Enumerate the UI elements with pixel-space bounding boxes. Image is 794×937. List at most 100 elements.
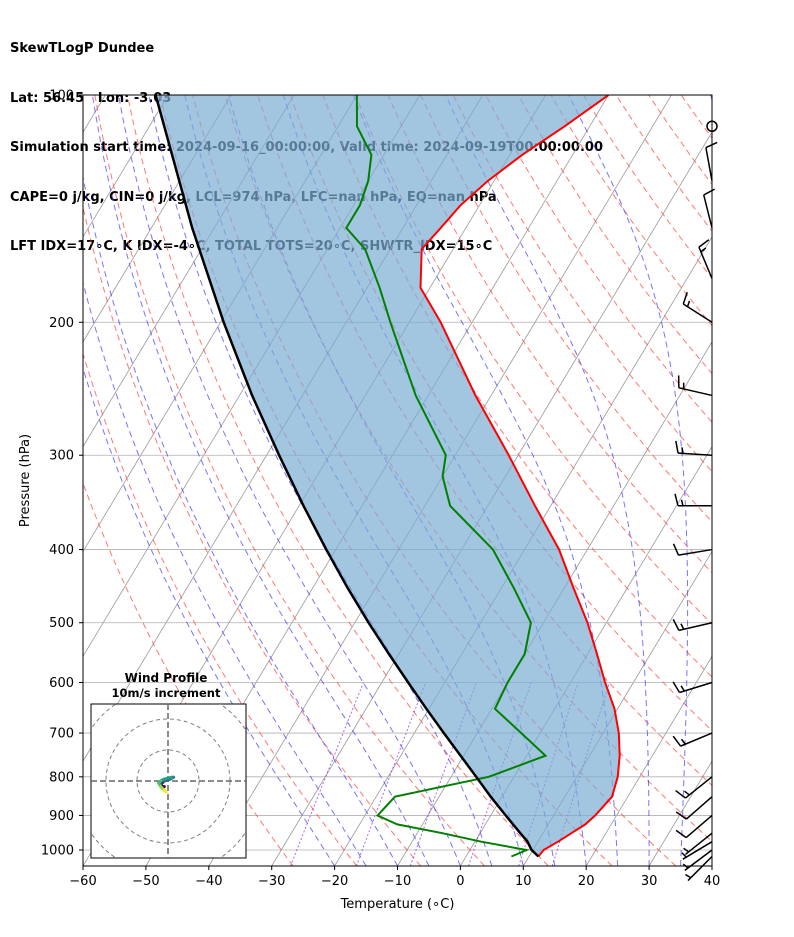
x-tick-label: −10	[384, 874, 411, 889]
wind-barb-full-flag	[672, 619, 680, 631]
dry-adiabat-line	[83, 205, 422, 866]
isotherm-line	[648, 760, 712, 866]
dry-adiabat-line	[714, 95, 794, 866]
y-tick-label: 900	[49, 809, 74, 824]
x-tick-label: 30	[641, 874, 658, 889]
moist-adiabat-line	[710, 95, 712, 866]
wind-barb-staff	[705, 147, 713, 182]
wind-barb-full-flag	[672, 681, 681, 693]
x-tick-label: −50	[132, 874, 159, 889]
wind-barb-staff	[703, 194, 713, 229]
wind-barb-half-flag	[681, 447, 684, 454]
wind-barb-staff	[682, 303, 713, 323]
dry-adiabat-line	[680, 95, 712, 139]
parcel-profile-line	[154, 95, 540, 858]
wind-barb-half-flag	[680, 623, 685, 630]
wind-barb	[675, 776, 713, 799]
wind-barb	[685, 855, 713, 882]
moist-adiabat-line	[91, 95, 430, 866]
wind-barb-full-flag	[703, 188, 716, 196]
mixing-ratio-line	[290, 682, 364, 866]
y-tick-label: 200	[49, 316, 74, 331]
wind-barb-full-flag	[682, 292, 688, 305]
moist-adiabat-line	[83, 280, 367, 866]
wind-barb-half-flag	[683, 847, 690, 853]
dry-adiabat-line	[387, 95, 712, 574]
x-tick-label: −40	[195, 874, 222, 889]
hodograph-subtitle: 10m/s increment	[112, 686, 221, 700]
wind-barb-full-flag	[675, 829, 687, 839]
dry-adiabat-line	[289, 95, 712, 732]
wind-barb	[672, 543, 713, 556]
y-tick-label: 300	[49, 449, 74, 464]
y-tick-label: 600	[49, 676, 74, 691]
isotherm-line	[334, 236, 712, 866]
wind-barb-half-flag	[680, 499, 684, 506]
x-tick-label: 10	[515, 874, 532, 889]
wind-barb	[682, 849, 713, 872]
wind-barb-full-flag	[672, 543, 680, 556]
wind-barb-half-flag	[685, 873, 692, 879]
wind-barb	[675, 440, 713, 456]
wind-barb-full-flag	[675, 789, 686, 799]
wind-barb-staff	[687, 855, 713, 882]
temperature-line	[419, 95, 621, 858]
x-tick-label: −60	[69, 874, 96, 889]
wind-barb-half-flag	[681, 852, 687, 858]
wind-barb-staff	[680, 732, 713, 747]
wind-barb	[677, 375, 713, 397]
moist-adiabat-line	[445, 95, 650, 866]
dewpoint-line	[345, 95, 548, 858]
y-tick-label: 400	[49, 543, 74, 558]
plot-data	[154, 95, 621, 858]
isotherm-line	[711, 865, 712, 866]
y-tick-label: 100	[49, 89, 74, 104]
wind-barb-half-flag	[680, 738, 686, 745]
wind-barb-staff	[684, 832, 713, 856]
mixing-ratio-line	[355, 682, 426, 866]
wind-barb-full-flag	[672, 735, 682, 747]
wind-barb-staff	[698, 246, 713, 279]
wind-barb-full-flag	[675, 440, 679, 454]
wind-barb	[683, 832, 713, 856]
wind-barb-half-flag	[700, 247, 707, 253]
wind-barb-half-flag	[680, 685, 685, 692]
wind-barb	[698, 239, 713, 279]
wind-barb-staff	[685, 814, 713, 839]
y-tick-label: 1000	[41, 844, 74, 859]
dry-adiabat-line	[94, 95, 485, 866]
wind-barb	[675, 814, 713, 839]
wind-barb	[681, 841, 713, 860]
wind-barb	[672, 619, 713, 632]
dry-adiabat-line	[485, 95, 712, 423]
y-tick-label: 700	[49, 727, 74, 742]
wind-barb-staff	[684, 776, 713, 799]
wind-barb-full-flag	[674, 493, 679, 506]
x-tick-label: 40	[704, 874, 721, 889]
wind-barb-half-flag	[686, 300, 691, 307]
isotherm-line	[83, 95, 232, 343]
wind-barb	[674, 493, 712, 507]
hodograph-trace-segment	[162, 788, 168, 794]
wind-barb	[672, 732, 713, 747]
dry-adiabat-line	[322, 95, 712, 678]
dry-adiabat-line	[126, 95, 549, 866]
moist-adiabat-line	[568, 95, 689, 866]
wind-barb-staff	[684, 849, 713, 872]
isotherm-line	[585, 655, 712, 866]
wind-barb	[705, 141, 718, 182]
title-station: SkewTLogP Dundee	[10, 41, 155, 56]
dry-adiabat-line	[83, 352, 358, 866]
x-tick-label: −20	[321, 874, 348, 889]
wind-barbs	[672, 120, 718, 882]
wind-barb-full-flag	[675, 811, 687, 820]
x-tick-label: −30	[258, 874, 285, 889]
moist-adiabat-line	[83, 366, 336, 866]
wind-barb-full-flag	[698, 239, 710, 248]
dry-adiabat-line	[746, 95, 794, 866]
wind-barb-staff	[679, 681, 713, 694]
y-tick-label: 500	[49, 616, 74, 631]
x-tick-label: 20	[578, 874, 595, 889]
